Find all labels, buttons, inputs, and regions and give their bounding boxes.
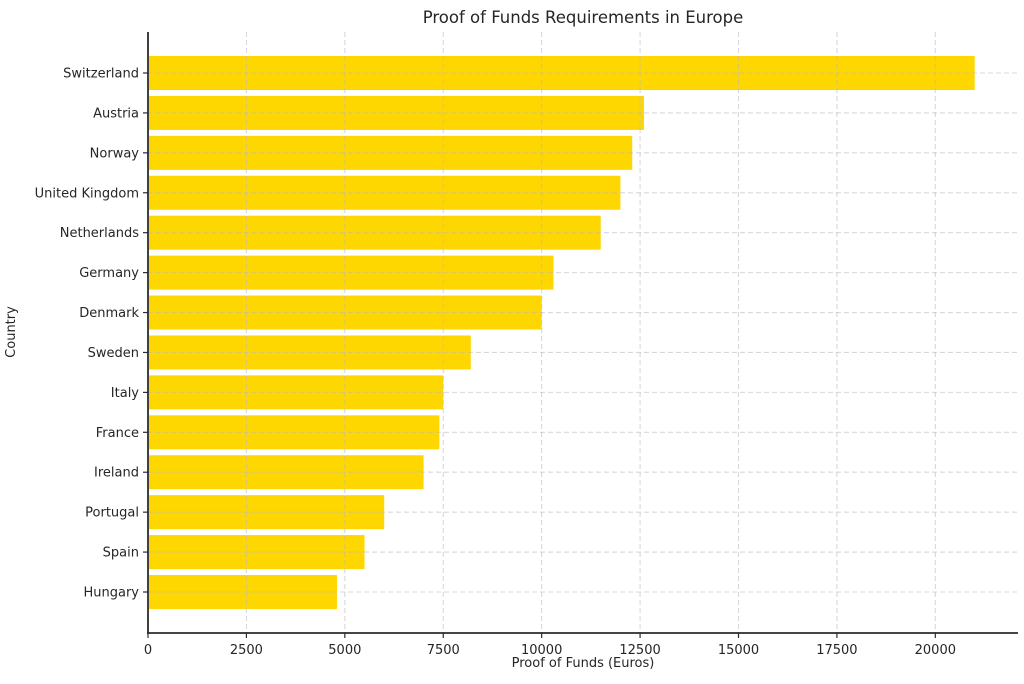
- xtick-label-17500: 17500: [816, 643, 857, 658]
- xtick-label-0: 0: [144, 643, 152, 658]
- ytick-label-denmark: Denmark: [79, 306, 139, 321]
- xtick-label-7500: 7500: [427, 643, 460, 658]
- xtick-label-20000: 20000: [915, 643, 956, 658]
- xtick-label-15000: 15000: [718, 643, 759, 658]
- ytick-label-ireland: Ireland: [94, 466, 139, 481]
- ytick-label-hungary: Hungary: [83, 586, 139, 601]
- tick-marks: [143, 72, 936, 638]
- ytick-label-netherlands: Netherlands: [60, 226, 139, 241]
- ytick-label-austria: Austria: [93, 106, 139, 121]
- tick-labels: 0 2500 5000 7500 10000 12500 15000 17500 20000 Sw…: [35, 67, 956, 659]
- xtick-label-12500: 12500: [619, 643, 660, 658]
- ytick-label-norway: Norway: [90, 146, 140, 161]
- ytick-label-italy: Italy: [111, 386, 140, 401]
- ytick-label-united-kingdom: United Kingdom: [35, 186, 139, 201]
- ytick-label-germany: Germany: [79, 266, 139, 281]
- chart-title: Proof of Funds Requirements in Europe: [423, 8, 744, 27]
- bars: [149, 56, 975, 609]
- y-axis-label: Country: [4, 306, 19, 358]
- xtick-label-5000: 5000: [328, 643, 361, 658]
- ytick-label-switzerland: Switzerland: [63, 67, 139, 82]
- xtick-label-2500: 2500: [230, 643, 263, 658]
- axes: [147, 32, 1018, 634]
- ytick-label-spain: Spain: [103, 546, 139, 561]
- ytick-label-france: France: [96, 426, 139, 441]
- ytick-label-sweden: Sweden: [88, 346, 139, 361]
- xtick-label-10000: 10000: [521, 643, 562, 658]
- ytick-label-portugal: Portugal: [85, 506, 139, 521]
- x-axis-label: Proof of Funds (Euros): [512, 656, 655, 671]
- gridlines: [147, 32, 1018, 633]
